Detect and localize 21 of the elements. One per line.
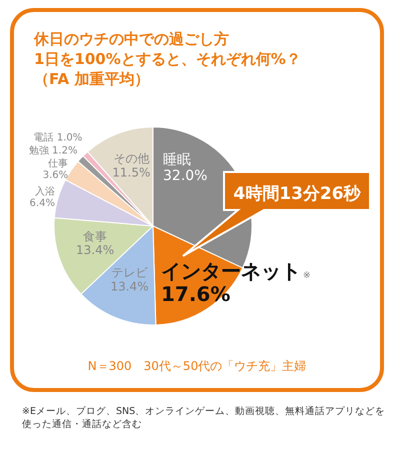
chart-subtitle: 1日を100%とすると、それぞれ何%？（FA 加重平均） <box>34 50 301 88</box>
data-label: 6.4% <box>30 198 55 209</box>
text: ※ <box>303 271 311 281</box>
text: ※Eメール、ブログ、SNS、オンラインゲーム、動画視聴、無料通話アプリなどを使った通信・通話など含む <box>22 405 386 430</box>
slice-label: 入浴 <box>34 185 55 198</box>
slice-label: 勉強 1.2% <box>28 144 78 156</box>
data-label: 13.4% <box>110 280 149 294</box>
slice-label: テレビ <box>112 266 149 280</box>
data-label: 32.0% <box>163 168 208 184</box>
chart-title: 休日のウチの中での過ごし方 <box>33 30 229 48</box>
slice-label: インターネット <box>161 259 301 283</box>
slice-label: 睡眠 <box>163 152 191 168</box>
data-label: 13.4% <box>76 243 114 258</box>
data-label: 11.5% <box>112 165 150 180</box>
slice-label: 電話 1.0% <box>34 131 82 144</box>
text: N＝300 30代～50代の「ウチ充」主婦 <box>88 359 306 373</box>
slice-label: 食事 <box>83 229 108 244</box>
slice-label: 仕事 <box>48 157 68 170</box>
slice-label: その他 <box>113 152 150 166</box>
text: 4時間13分26秒 <box>233 184 362 204</box>
data-label: 3.6% <box>42 170 68 181</box>
